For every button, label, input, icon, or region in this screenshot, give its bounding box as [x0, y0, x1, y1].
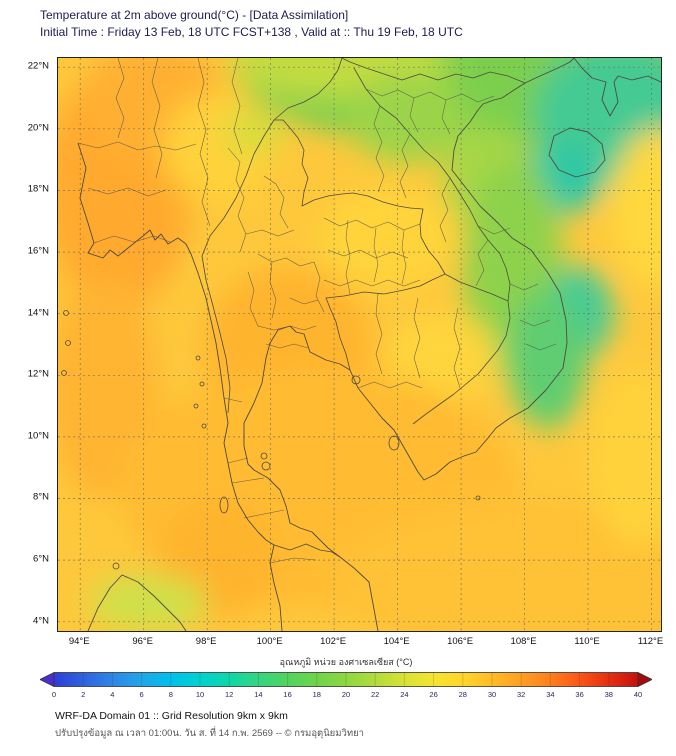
y-axis-tick-label: 6°N: [33, 553, 49, 565]
header: Temperature at 2m above ground(°C) - [Da…: [40, 7, 463, 41]
colorbar-tick-label: 6: [139, 690, 144, 699]
temperature-map-svg: [58, 58, 661, 631]
colorbar-tick-label: 22: [371, 690, 380, 699]
colorbar-tick-label: 12: [225, 690, 234, 699]
colorbar-tick-label: 14: [254, 690, 263, 699]
colorbar-tick-label: 24: [400, 690, 409, 699]
grid-lines: [58, 58, 661, 631]
y-axis-tick-label: 12°N: [27, 368, 49, 380]
colorbar-tick-label: 34: [546, 690, 555, 699]
footer-model-info: WRF-DA Domain 01 :: Grid Resolution 9km …: [55, 710, 288, 722]
colorbar-tick-label: 0: [51, 690, 57, 699]
y-axis-tick-label: 8°N: [33, 491, 49, 503]
temperature-field: [58, 58, 661, 631]
y-axis-tick-label: 20°N: [27, 122, 49, 134]
y-axis-tick-label: 22°N: [27, 60, 49, 72]
colorbar-tick-label: 20: [341, 690, 351, 699]
x-axis-tick-labels: 94°E 96°E 98°E 100°E 102°E 104°E 106°E 108°E 110…: [57, 634, 664, 648]
colorbar: [39, 671, 653, 688]
colorbar-tick-label: 2: [81, 690, 86, 699]
colorbar-tick-label: 32: [517, 690, 526, 699]
colorbar-tick-label: 30: [487, 690, 497, 699]
y-axis-tick-labels: 22°N 20°N 18°N 16°N 14°N 12°N 10°N 8°N 6°N 4°N: [0, 57, 53, 632]
coastlines: [77, 58, 661, 631]
y-axis-tick-label: 16°N: [27, 245, 49, 257]
colorbar-tick-label: 38: [604, 690, 613, 699]
x-axis-tick-label: 96°E: [132, 636, 154, 647]
map-canvas: [57, 57, 662, 632]
colorbar-tick-label: 4: [110, 690, 115, 699]
x-axis-tick-label: 102°E: [320, 636, 347, 647]
colorbar-tick-label: 26: [429, 690, 438, 699]
page-title: Temperature at 2m above ground(°C) - [Da…: [40, 8, 349, 22]
colorbar-tick-label: 36: [575, 690, 584, 699]
y-axis-tick-label: 4°N: [33, 615, 49, 627]
colorbar-tick-label: 28: [458, 690, 467, 699]
x-axis-tick-label: 98°E: [195, 636, 217, 647]
colorbar-tick-label: 8: [168, 690, 173, 699]
y-axis-tick-label: 14°N: [27, 307, 49, 319]
colorbar-under-arrow: [39, 671, 55, 688]
footer: WRF-DA Domain 01 :: Grid Resolution 9km …: [55, 710, 364, 741]
x-axis-tick-label: 94°E: [68, 636, 90, 647]
colorbar-tick-labels: 0 2 4 6 8 10 12 14 16 18 20 22 24 26 28 30 32 34 36 38 40: [40, 690, 652, 701]
colorbar-tick-label: 40: [633, 690, 643, 699]
province-borders: [77, 58, 557, 564]
colorbar-label: อุณหภูมิ หน่วย องศาเซลเซียส (°C): [279, 657, 413, 667]
colorbar-over-arrow: [637, 671, 653, 688]
footer-update-info: ปรับปรุงข้อมูล ณ เวลา 01:00น. วัน ส. ที่…: [55, 728, 365, 739]
y-axis-tick-label: 18°N: [27, 183, 49, 195]
country-borders: [201, 58, 526, 558]
islands: [61, 310, 481, 570]
x-axis-tick-label: 106°E: [447, 636, 474, 647]
colorbar-step-separators: [82, 672, 610, 687]
colorbar-tick-label: 10: [195, 690, 205, 699]
x-axis-tick-label: 100°E: [256, 636, 283, 647]
x-axis-tick-label: 112°E: [637, 636, 664, 647]
y-axis-tick-label: 10°N: [27, 430, 49, 442]
x-axis-tick-label: 110°E: [574, 636, 600, 647]
x-axis-tick-label: 108°E: [510, 636, 537, 647]
colorbar-tick-label: 16: [283, 690, 292, 699]
colorbar-tick-label: 18: [312, 690, 321, 699]
page-subtitle: Initial Time : Friday 13 Feb, 18 UTC FCS…: [40, 25, 463, 39]
x-axis-tick-label: 104°E: [383, 636, 410, 647]
colorbar-svg: [39, 671, 653, 688]
